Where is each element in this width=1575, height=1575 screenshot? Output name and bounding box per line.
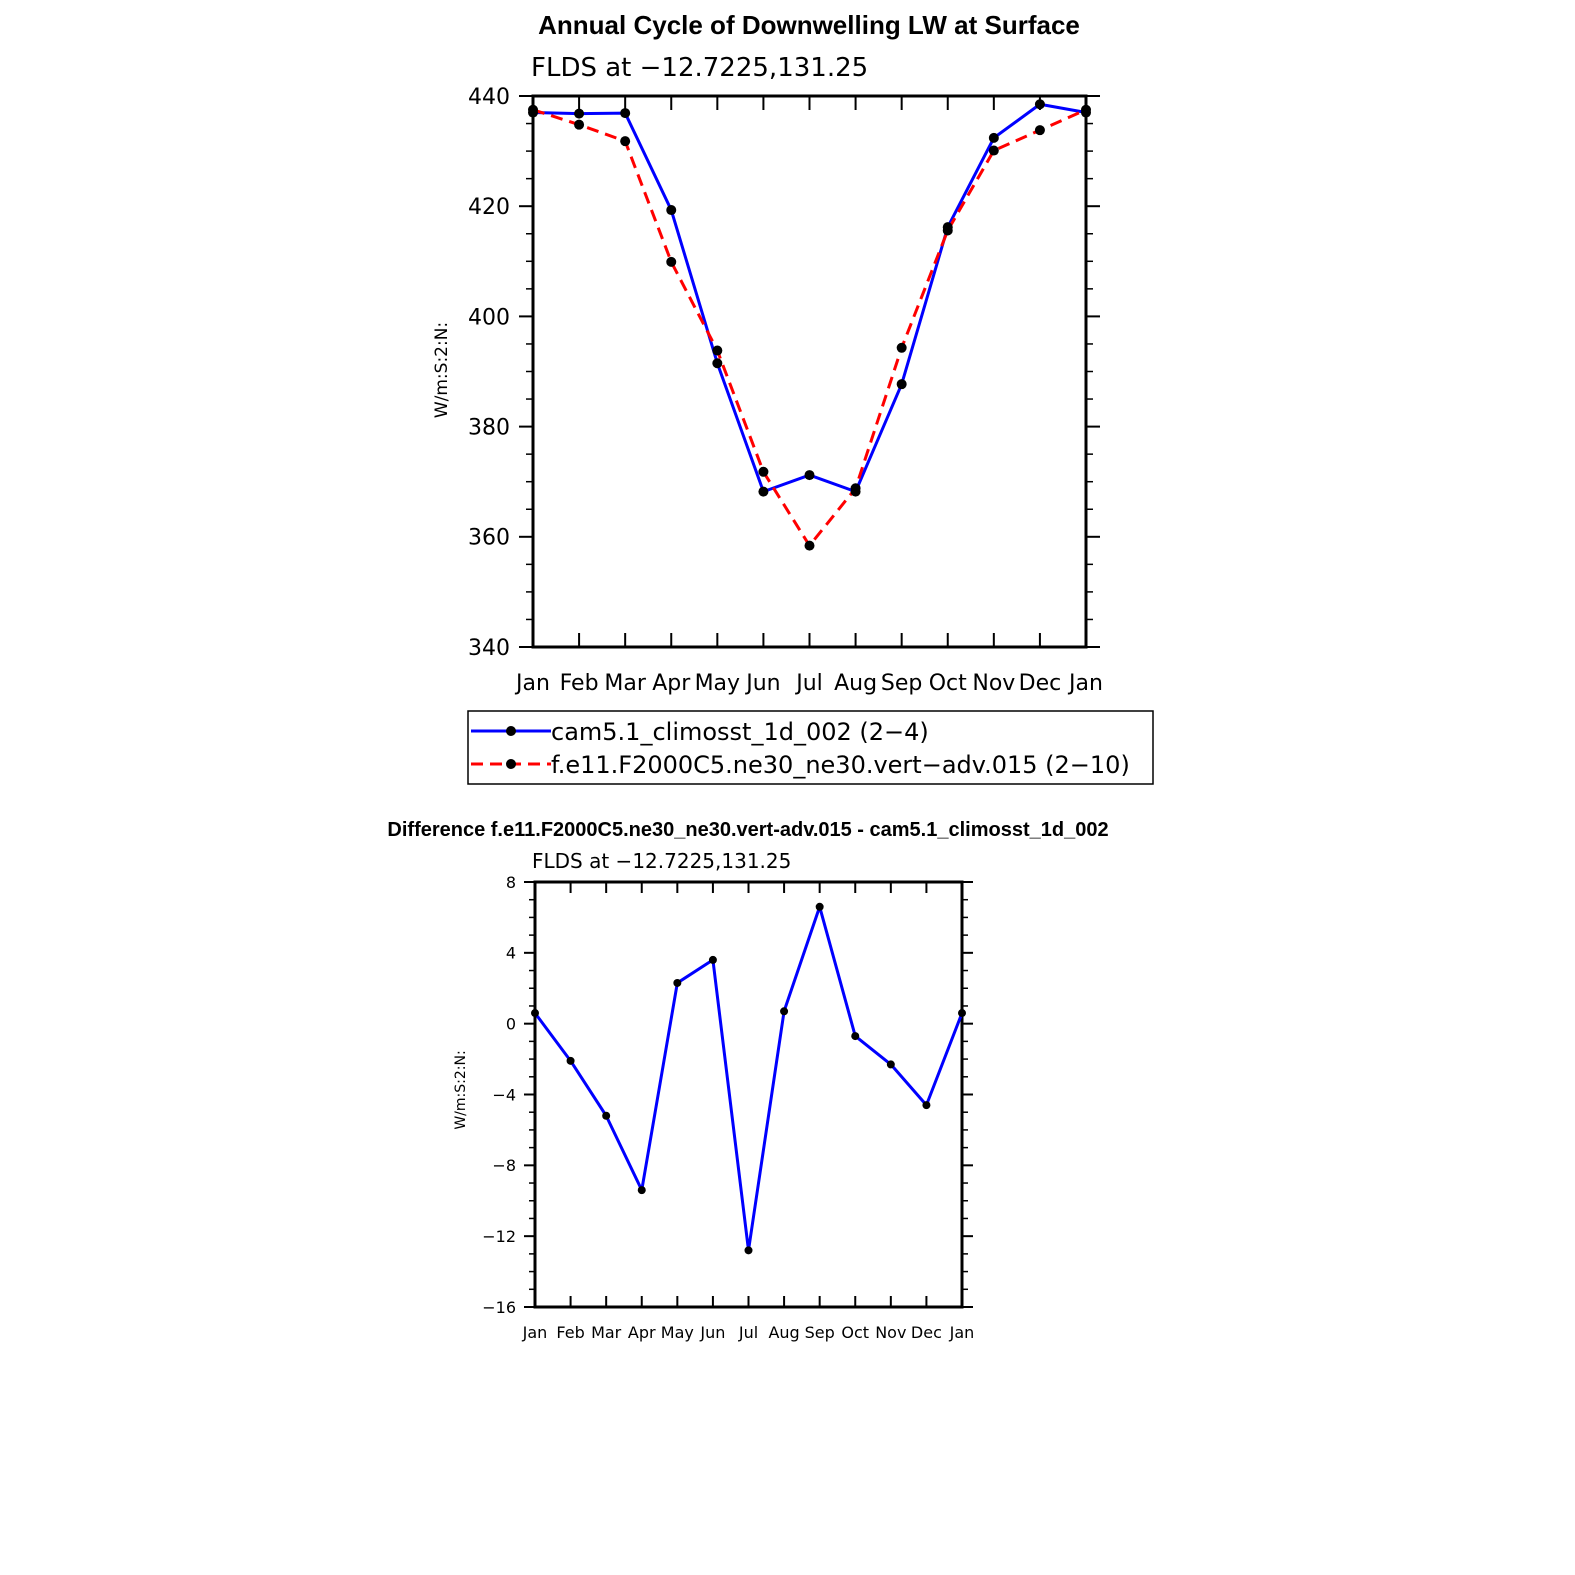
data-point-series-0 xyxy=(712,358,723,369)
data-point-series-0 xyxy=(958,1009,966,1018)
data-point-series-0 xyxy=(574,108,585,119)
data-point-series-0 xyxy=(804,470,815,481)
data-point-series-1 xyxy=(758,466,769,477)
y-tick-label: −12 xyxy=(482,1227,516,1246)
data-point-series-0 xyxy=(602,1111,611,1120)
x-tick-label: Nov xyxy=(875,1323,906,1342)
data-point-series-0 xyxy=(666,205,677,216)
y-tick-label: 380 xyxy=(468,416,510,441)
bottom-chart-ylabel: W/m:S:2:N: xyxy=(453,1050,469,1129)
y-tick-label: −16 xyxy=(482,1298,516,1317)
top-chart-ylabel: W/m:S:2:N: xyxy=(432,322,452,418)
x-tick-label: Sep xyxy=(805,1323,835,1342)
data-point-series-0 xyxy=(637,1186,646,1195)
data-point-series-0 xyxy=(531,1009,539,1018)
x-tick-label: Jan xyxy=(522,1323,548,1342)
data-point-series-0 xyxy=(1034,99,1045,110)
series-line-1 xyxy=(532,108,1087,548)
data-point-series-0 xyxy=(708,955,717,964)
x-tick-label: Nov xyxy=(972,671,1015,696)
x-tick-label: Apr xyxy=(652,671,691,696)
x-tick-label: Jun xyxy=(744,671,780,696)
data-point-series-1 xyxy=(942,225,953,236)
y-tick-label: 400 xyxy=(468,305,510,330)
data-point-series-1 xyxy=(1034,125,1045,136)
data-point-series-1 xyxy=(896,342,907,353)
legend-label-1: f.e11.F2000C5.ne30_ne30.vert−adv.015 (2−… xyxy=(551,751,1130,779)
x-tick-label: Jul xyxy=(738,1323,758,1342)
data-point-series-0 xyxy=(886,1060,895,1069)
top-chart-subtitle: FLDS at −12.7225,131.25 xyxy=(531,53,868,83)
data-point-series-1 xyxy=(666,256,677,267)
y-tick-label: 4 xyxy=(506,944,516,963)
x-tick-label: Aug xyxy=(768,1323,799,1342)
x-tick-label: Mar xyxy=(604,671,646,696)
data-point-series-0 xyxy=(815,902,824,911)
top-chart-legend: cam5.1_climosst_1d_002 (2−4) f.e11.F2000… xyxy=(467,710,1154,785)
data-point-series-0 xyxy=(988,132,999,143)
x-tick-label: May xyxy=(661,1323,694,1342)
data-point-series-0 xyxy=(566,1056,575,1065)
data-point-series-1 xyxy=(988,145,999,156)
x-tick-label: May xyxy=(695,671,740,696)
x-tick-label: Mar xyxy=(591,1323,622,1342)
bottom-chart: Difference f.e11.F2000C5.ne30_ne30.vert-… xyxy=(387,819,1108,1342)
y-tick-label: −8 xyxy=(492,1156,516,1175)
data-point-series-0 xyxy=(851,1032,860,1041)
top-chart: Annual Cycle of Downwelling LW at Surfac… xyxy=(432,10,1154,785)
legend-box xyxy=(467,710,1154,785)
legend-marker-0 xyxy=(506,726,516,736)
y-tick-label: 360 xyxy=(468,526,510,551)
y-tick-label: −4 xyxy=(492,1085,516,1104)
bottom-chart-subtitle: FLDS at −12.7225,131.25 xyxy=(532,849,791,873)
x-tick-label: Dec xyxy=(911,1323,942,1342)
data-point-series-1 xyxy=(528,104,538,115)
data-point-series-0 xyxy=(896,379,907,390)
x-tick-label: Oct xyxy=(841,1323,869,1342)
data-point-series-1 xyxy=(1081,104,1091,115)
y-tick-label: 8 xyxy=(506,873,516,892)
x-tick-label: Oct xyxy=(929,671,967,696)
y-tick-label: 0 xyxy=(506,1014,516,1033)
legend-label-0: cam5.1_climosst_1d_002 (2−4) xyxy=(551,718,929,746)
x-tick-label: Sep xyxy=(881,671,922,696)
data-point-series-0 xyxy=(922,1101,931,1110)
data-point-series-1 xyxy=(574,119,585,130)
y-tick-label: 340 xyxy=(468,636,510,661)
legend-marker-1 xyxy=(506,759,516,769)
data-point-series-1 xyxy=(804,540,815,551)
x-tick-label: Apr xyxy=(628,1323,656,1342)
x-tick-label: Jun xyxy=(699,1323,725,1342)
data-point-series-1 xyxy=(850,483,861,494)
data-point-series-0 xyxy=(758,486,769,497)
data-point-series-0 xyxy=(673,978,682,987)
data-point-series-0 xyxy=(744,1246,753,1255)
x-tick-label: Feb xyxy=(560,671,599,696)
data-point-series-0 xyxy=(780,1007,789,1016)
top-chart-frame xyxy=(531,94,1088,649)
x-tick-label: Jul xyxy=(794,671,823,696)
y-tick-label: 440 xyxy=(468,85,510,110)
x-tick-label: Jan xyxy=(1067,671,1103,696)
data-point-series-1 xyxy=(712,345,723,356)
y-tick-label: 420 xyxy=(468,195,510,220)
data-point-series-0 xyxy=(620,108,631,119)
x-tick-label: Dec xyxy=(1019,671,1062,696)
data-point-series-1 xyxy=(620,136,631,147)
x-tick-label: Jan xyxy=(949,1323,975,1342)
x-tick-label: Jan xyxy=(514,671,550,696)
x-tick-label: Aug xyxy=(834,671,877,696)
series-line-0 xyxy=(533,905,964,1252)
top-chart-title: Annual Cycle of Downwelling LW at Surfac… xyxy=(538,10,1080,40)
bottom-chart-title: Difference f.e11.F2000C5.ne30_ne30.vert-… xyxy=(387,819,1108,841)
x-tick-label: Feb xyxy=(556,1323,584,1342)
series-line-0 xyxy=(532,102,1087,494)
